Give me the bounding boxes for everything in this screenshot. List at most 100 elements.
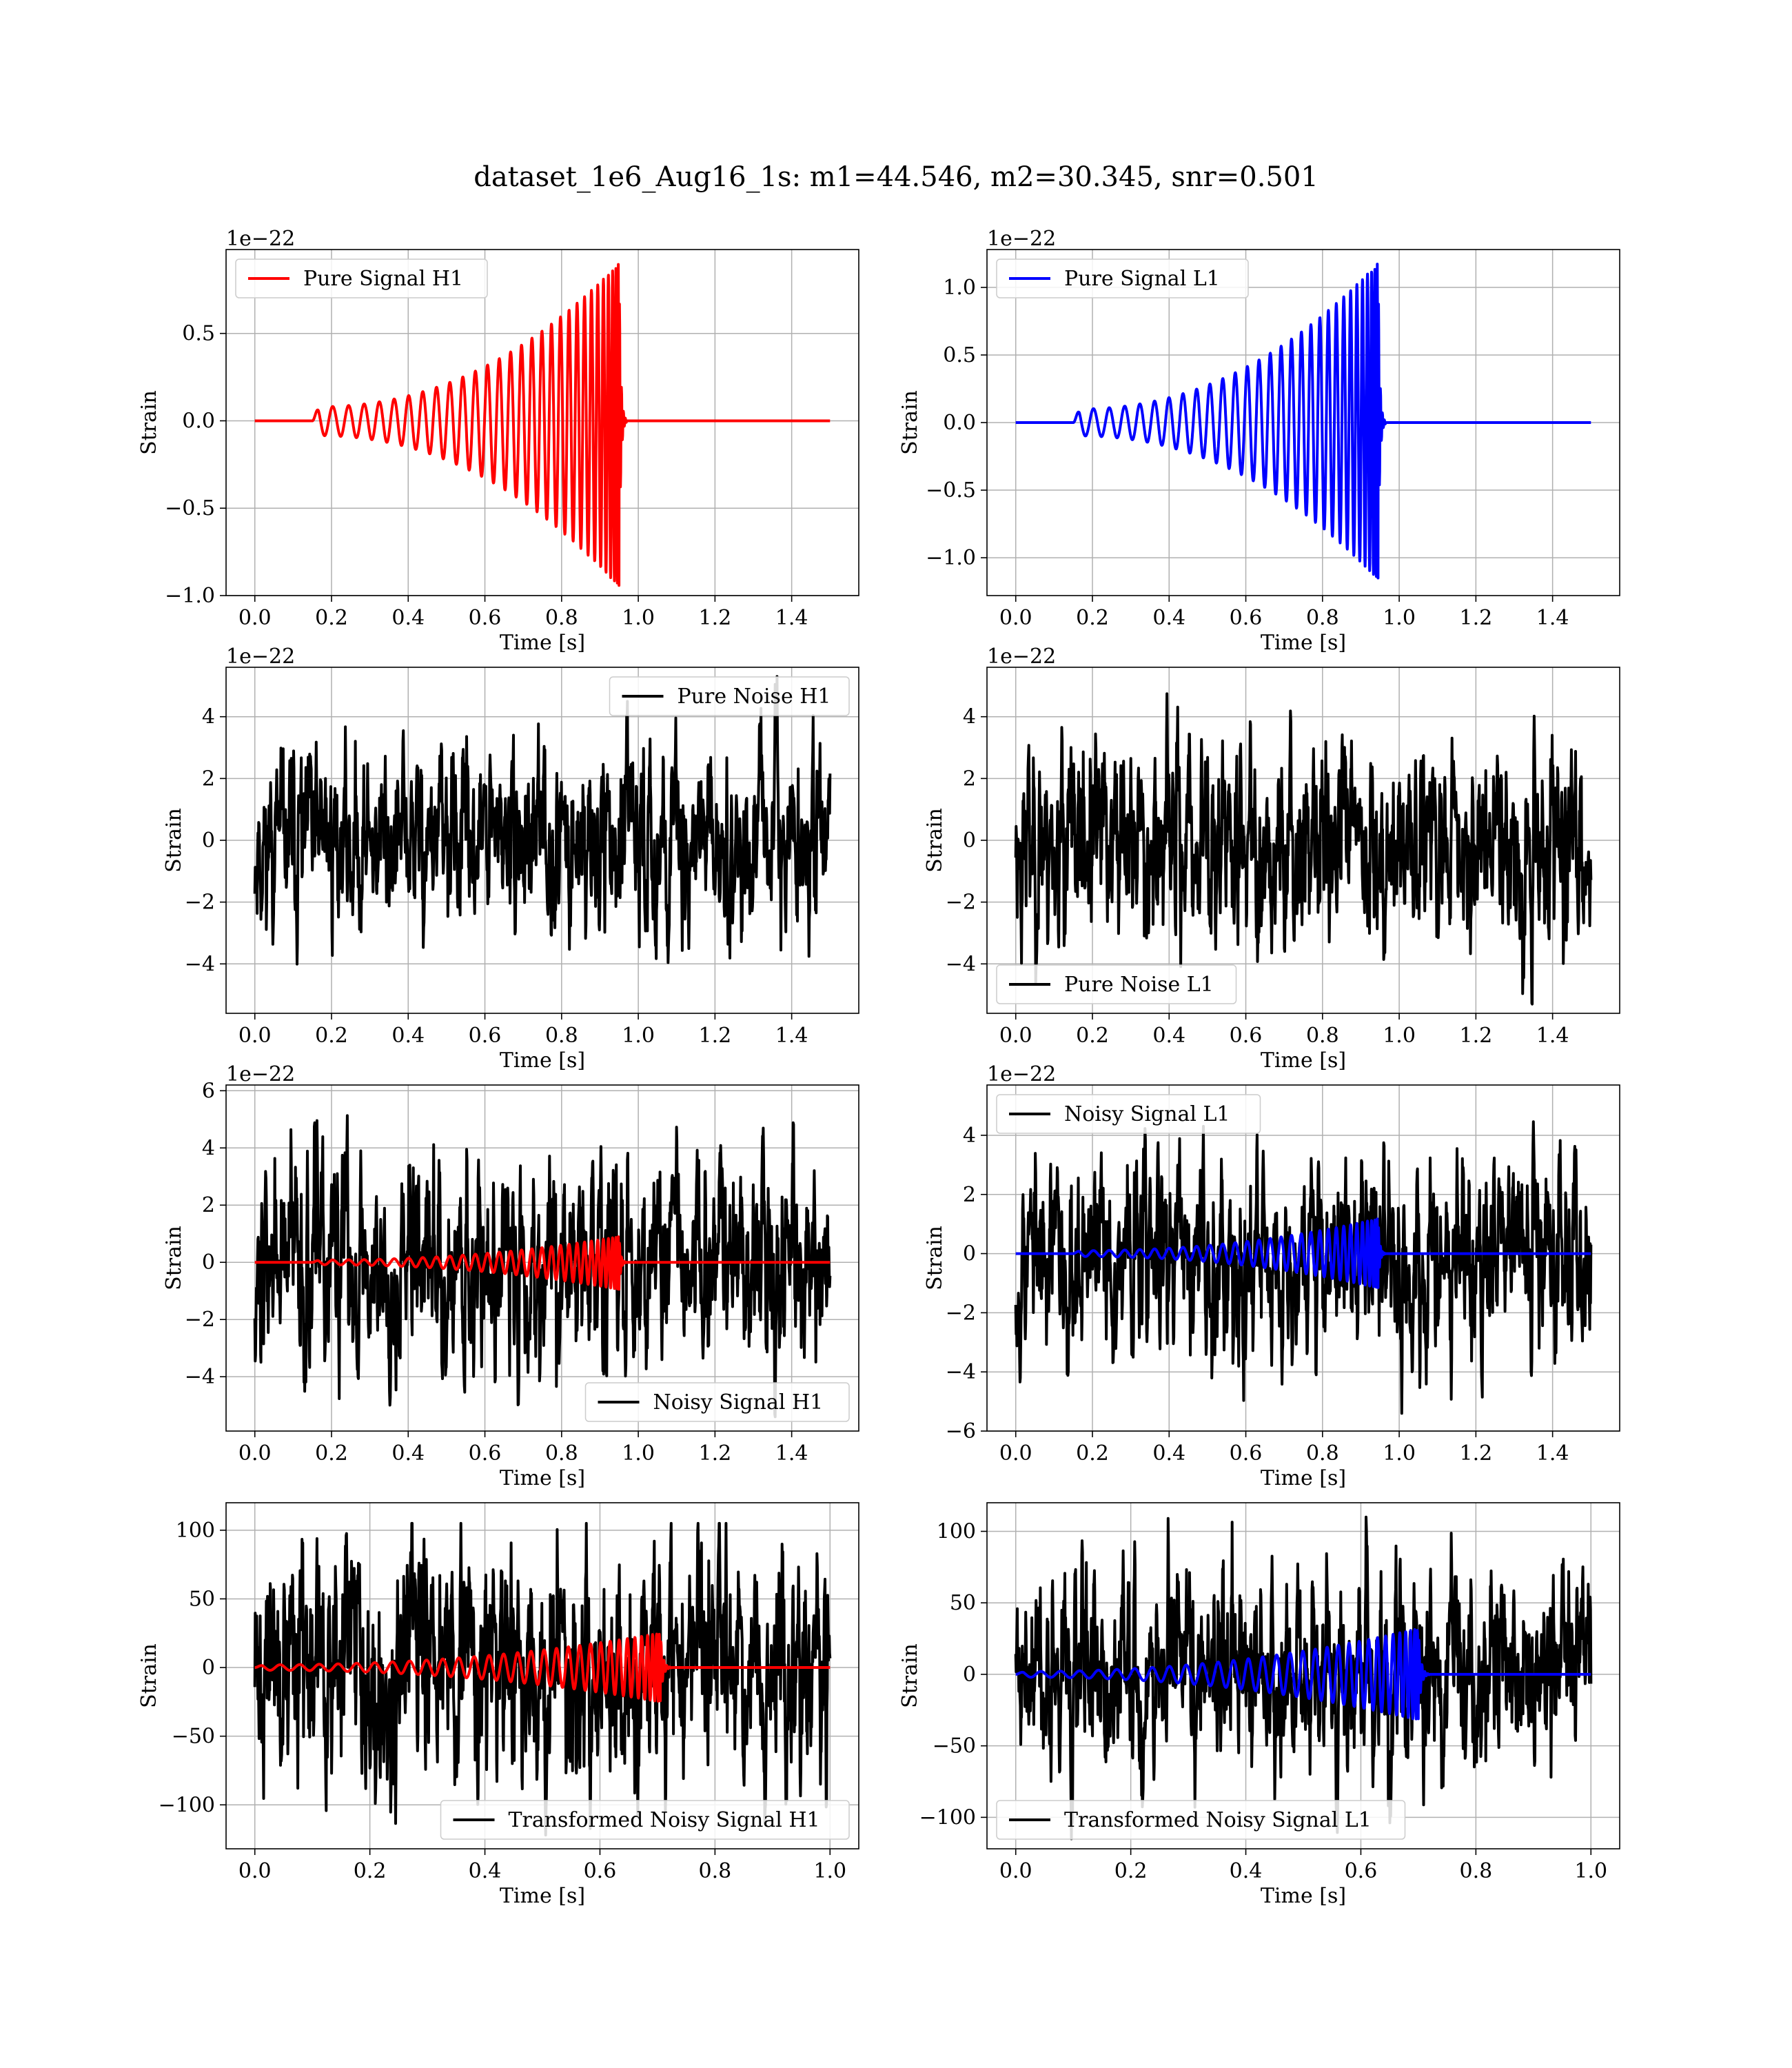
legend-box (235, 258, 488, 298)
chart-panel: 0.0 0.2 0.4 0.6 0.8 1.0 −100 −50 0 50 100 Time [s] S… (898, 1502, 1620, 1908)
series-line (253, 675, 832, 966)
x-tick-label: 0.0 (238, 1441, 272, 1466)
y-tick-label: −50 (933, 1734, 976, 1758)
x-tick-label: 0.6 (469, 1024, 502, 1048)
series-line (1015, 1628, 1592, 1721)
x-tick-label: 0.2 (354, 1859, 387, 1883)
legend-box (609, 676, 850, 716)
x-tick-label: 0.2 (1076, 1441, 1109, 1466)
x-tick-label: 0.0 (238, 1024, 272, 1048)
x-tick-label: 0.2 (1076, 1024, 1109, 1048)
x-axis-label: Time [s] (500, 1466, 585, 1490)
chart-panel: 0.0 0.2 0.4 0.6 0.8 1.0 1.2 1.4 −4 −2 0 2 4 6 Time [s]… (162, 1062, 859, 1490)
x-axis-label: Time [s] (1261, 1466, 1346, 1490)
x-tick-label: 1.0 (622, 606, 655, 630)
y-axis-label: Strain (923, 808, 947, 873)
y-tick-label: 4 (963, 1124, 976, 1148)
legend: Noisy Signal L1 (996, 1094, 1261, 1134)
x-tick-label: 1.0 (1383, 606, 1416, 630)
axes-frame (225, 1084, 859, 1432)
axes-frame (225, 1502, 859, 1849)
legend-box (584, 1382, 850, 1422)
y-axis-label: Strain (923, 1226, 947, 1290)
legend: Transformed Noisy Signal L1 (996, 1800, 1406, 1840)
legend-box (996, 964, 1237, 1004)
x-tick-label: 1.4 (775, 1441, 808, 1466)
x-tick-label: 0.8 (545, 606, 578, 630)
chart-panel: 0.0 0.2 0.4 0.6 0.8 1.0 −100 −50 0 50 100 Time [s] S… (137, 1502, 859, 1908)
y-tick-label: −2 (946, 891, 976, 915)
x-tick-label: 1.0 (1383, 1024, 1416, 1048)
offset-text: 1e−22 (226, 227, 295, 251)
series-line (1015, 1217, 1592, 1289)
x-tick-label: 0.6 (469, 1441, 502, 1466)
axes-frame (986, 1084, 1620, 1432)
x-tick-label: 1.2 (699, 606, 732, 630)
chart-panel: 0.0 0.2 0.4 0.6 0.8 1.0 1.2 1.4 −1.0 −0.5 0.0 0.5 1.… (898, 227, 1620, 655)
figure-title: dataset_1e6_Aug16_1s: m1=44.546, m2=30.3… (474, 161, 1318, 193)
x-tick-label: 0.4 (391, 1024, 425, 1048)
x-tick-label: 0.4 (391, 1441, 425, 1466)
y-tick-label: 4 (963, 705, 976, 729)
x-tick-label: 0.8 (699, 1859, 732, 1883)
x-tick-label: 0.0 (999, 1441, 1032, 1466)
y-tick-label: −2 (946, 1301, 976, 1325)
y-tick-label: −50 (172, 1725, 215, 1749)
y-tick-label: 0 (202, 1250, 215, 1275)
offset-text: 1e−22 (987, 227, 1056, 251)
legend-box (440, 1800, 850, 1840)
y-tick-label: 4 (202, 705, 215, 729)
y-axis-label: Strain (162, 808, 186, 873)
y-tick-label: −2 (185, 891, 215, 915)
x-tick-label: 0.6 (1230, 1024, 1263, 1048)
y-tick-label: 0.5 (943, 343, 976, 367)
y-tick-label: 2 (202, 767, 215, 791)
legend: Pure Signal H1 (235, 258, 488, 298)
y-tick-label: −4 (946, 1360, 976, 1384)
y-tick-label: −0.5 (926, 478, 976, 503)
y-tick-label: 2 (963, 1183, 976, 1207)
series-line (1014, 692, 1593, 1006)
x-tick-label: 1.0 (1574, 1859, 1607, 1883)
y-tick-label: −4 (946, 952, 976, 976)
x-tick-label: 0.2 (1114, 1859, 1148, 1883)
x-tick-label: 1.0 (622, 1024, 655, 1048)
x-axis-label: Time [s] (1261, 631, 1346, 655)
y-tick-label: 0.0 (943, 411, 976, 435)
x-tick-label: 0.6 (469, 606, 502, 630)
y-tick-label: −0.5 (165, 496, 215, 520)
x-tick-label: 0.0 (999, 606, 1032, 630)
x-tick-label: 0.4 (1230, 1859, 1263, 1883)
x-tick-label: 0.4 (1152, 606, 1185, 630)
y-tick-label: 2 (963, 767, 976, 791)
x-tick-label: 0.4 (469, 1859, 502, 1883)
x-tick-label: 1.2 (1460, 606, 1493, 630)
legend: Noisy Signal H1 (584, 1382, 850, 1422)
y-tick-label: 4 (202, 1136, 215, 1160)
y-tick-label: −4 (185, 1365, 215, 1389)
axes-frame (986, 1502, 1620, 1849)
series-line (1015, 263, 1592, 580)
x-tick-label: 1.0 (813, 1859, 846, 1883)
y-tick-label: 2 (202, 1193, 215, 1217)
series-line (253, 1114, 832, 1419)
legend-label: Pure Signal H1 (303, 267, 463, 291)
legend-label: Pure Signal L1 (1064, 267, 1220, 291)
legend-label: Transformed Noisy Signal H1 (509, 1808, 820, 1832)
y-tick-label: −4 (185, 952, 215, 976)
y-tick-label: 0 (963, 1663, 976, 1687)
legend: Pure Noise L1 (996, 964, 1237, 1004)
legend-label: Noisy Signal H1 (653, 1390, 824, 1415)
chart-panel: 0.0 0.2 0.4 0.6 0.8 1.0 1.2 1.4 −4 −2 0 2 4 Time [s] S… (923, 645, 1620, 1073)
x-tick-label: 0.2 (315, 1024, 348, 1048)
legend-label: Transformed Noisy Signal L1 (1064, 1808, 1372, 1832)
axes-frame (225, 249, 859, 596)
x-tick-label: 0.2 (315, 606, 348, 630)
y-tick-label: 0 (202, 1656, 215, 1680)
x-tick-label: 0.4 (1152, 1024, 1185, 1048)
x-tick-label: 1.4 (1536, 1024, 1569, 1048)
offset-text: 1e−22 (987, 645, 1056, 669)
y-tick-label: 50 (950, 1591, 976, 1615)
chart-panel: 0.0 0.2 0.4 0.6 0.8 1.0 1.2 1.4 −1.0 −0.5 0.0 0.5 Ti… (137, 227, 859, 655)
